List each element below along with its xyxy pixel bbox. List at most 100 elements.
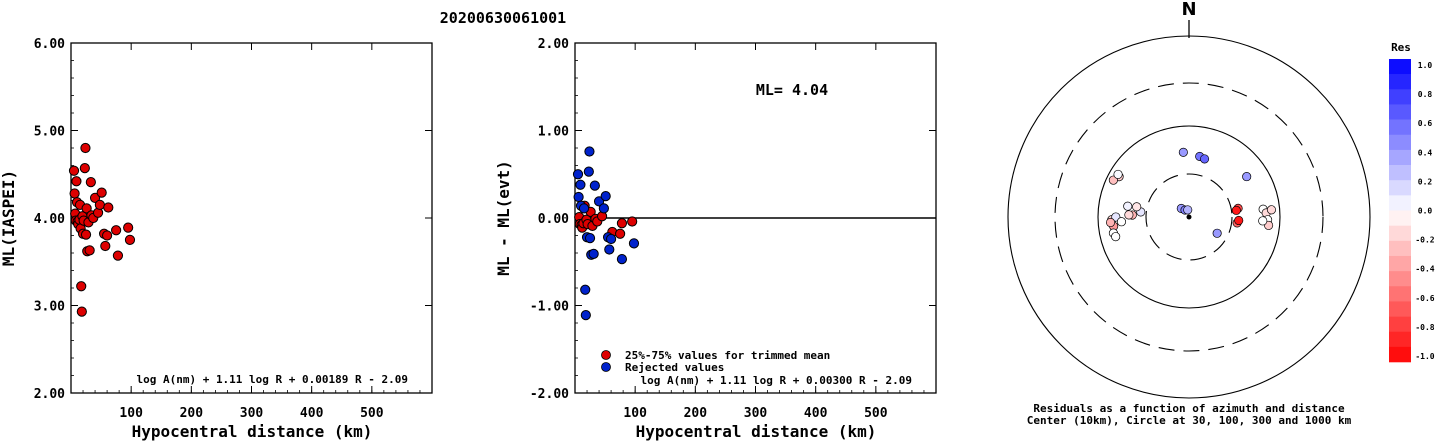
chart2-ml-annotation: ML= 4.04 — [756, 81, 828, 99]
colorbar-tick-label: -0.2 — [1415, 236, 1434, 245]
ml-station-point — [103, 202, 114, 213]
colorbar-cell — [1389, 104, 1411, 120]
colorbar-tick-label: 0.0 — [1418, 207, 1433, 216]
station-residual-marker — [1124, 210, 1134, 220]
ml-station-point — [76, 306, 87, 317]
chart2-legend: 25%-75% values for trimmed mean Rejected… — [601, 349, 830, 374]
colorbar-cell — [1389, 74, 1411, 90]
colorbar-cell — [1389, 255, 1411, 272]
chart2-y-tick-label: -2.00 — [530, 387, 569, 402]
station-residual-marker — [1132, 202, 1142, 212]
ml-station-point — [80, 229, 92, 240]
chart1-y-tick-label: 2.00 — [34, 387, 65, 402]
ml-station-point — [111, 225, 122, 236]
station-residual-marker — [1123, 201, 1133, 211]
colorbar-cell — [1389, 89, 1411, 105]
chart2-y-tick-label: 0.00 — [538, 212, 569, 227]
chart2-x-tick-label: 100 — [623, 406, 647, 421]
rejected-residual-point — [604, 244, 615, 255]
station-residual-marker — [1258, 216, 1268, 226]
colorbar-cell — [1389, 271, 1411, 287]
chart1-x-tick-label: 400 — [300, 406, 324, 421]
chart1-x-tick-label: 200 — [180, 406, 204, 421]
colorbar-tick-label: 0.2 — [1418, 177, 1433, 186]
rejected-residual-point — [584, 146, 595, 157]
chart1-x-tick-label: 100 — [119, 406, 143, 421]
station-residual-marker — [1212, 228, 1222, 238]
legend-label-rejected: Rejected values — [625, 361, 724, 374]
colorbar-tick-label: -0.6 — [1415, 294, 1434, 303]
colorbar-cell — [1389, 134, 1411, 151]
ml-station-point — [100, 240, 111, 252]
colorbar-cell — [1389, 316, 1411, 332]
epicenter-point — [1186, 214, 1192, 220]
ml-station-point — [80, 142, 91, 154]
figure-title: 20200630061001 — [440, 9, 566, 27]
ml-vs-distance-chart: 100 200 300 400 500 2.00 3.00 4.00 5.00 6.00 Hypo… — [0, 37, 433, 441]
station-residual-marker — [1200, 154, 1210, 164]
chart1-y-tick-label: 3.00 — [34, 300, 65, 315]
residual-vs-distance-chart: 100 200 300 400 500 -2.00 -1.00 0.00 1.00 2.00 ML… — [494, 37, 937, 441]
ml-station-point — [79, 163, 90, 174]
ml-station-point — [84, 245, 95, 256]
rejected-residual-point — [584, 233, 596, 244]
chart1-x-tick-label: 300 — [240, 406, 264, 421]
map-caption-line-1: Residuals as a function of azimuth and d… — [1033, 402, 1345, 415]
rejected-residual-point — [583, 166, 594, 177]
ml-station-point — [124, 234, 136, 245]
rejected-residual-point — [572, 169, 584, 180]
chart1-y-tick-label: 4.00 — [34, 212, 65, 227]
ml-station-point — [85, 177, 96, 188]
trimmed-mean-residual-point — [616, 218, 628, 229]
ml-station-point — [76, 281, 87, 292]
colorbar-tick-label: 0.4 — [1418, 148, 1433, 157]
colorbar-cell — [1389, 119, 1411, 136]
map-caption-line-2: Center (10km), Circle at 30, 100, 300 an… — [1027, 414, 1352, 427]
chart2-x-axis-label: Hypocentral distance (km) — [636, 422, 877, 441]
chart1-y-tick-label: 5.00 — [34, 125, 65, 140]
station-residual-marker — [1111, 232, 1121, 242]
colorbar-tick-label: -0.4 — [1415, 265, 1434, 274]
legend-swatch-rejected — [601, 362, 611, 372]
chart2-y-tick-label: 2.00 — [538, 37, 569, 52]
distance-ring-30km — [1145, 173, 1233, 261]
colorbar-cell — [1389, 165, 1411, 181]
ml-station-point — [112, 250, 124, 261]
chart2-x-tick-label: 200 — [684, 406, 708, 421]
station-residual-marker — [1183, 205, 1193, 215]
rejected-residual-point — [589, 180, 600, 191]
ml-station-point — [68, 165, 80, 176]
colorbar-title: Res — [1391, 41, 1411, 54]
ml-station-point — [89, 192, 101, 203]
station-residual-marker — [1242, 172, 1252, 182]
colorbar-tick-label: 0.6 — [1418, 119, 1433, 128]
rejected-residual-point — [598, 203, 609, 214]
station-residual-marker — [1178, 147, 1188, 157]
chart2-y-tick-label: -1.00 — [530, 300, 569, 315]
colorbar-tick-label: -0.8 — [1415, 323, 1434, 332]
ml-station-point — [69, 188, 80, 199]
chart2-x-tick-label: 300 — [744, 406, 768, 421]
colorbar-cell — [1389, 286, 1411, 302]
colorbar-cell — [1389, 301, 1411, 317]
rejected-residual-point — [578, 203, 590, 214]
station-residual-marker — [1105, 217, 1116, 228]
chart2-x-tick-label: 500 — [864, 406, 888, 421]
rejected-residual-point — [593, 196, 605, 207]
chart2-formula: log A(nm) + 1.11 log R + 0.00300 R - 2.0… — [640, 374, 912, 387]
chart2-x-tick-label: 400 — [804, 406, 828, 421]
ml-station-point — [94, 199, 105, 210]
trimmed-mean-residual-point — [615, 228, 626, 239]
rejected-residual-point — [628, 238, 640, 249]
chart1-y-axis-label: ML(IASPEI) — [0, 170, 18, 266]
station-residual-marker — [1266, 205, 1277, 215]
rejected-residual-point — [588, 248, 599, 259]
azimuth-residual-map: N Residuals as a function of azimuth and… — [1007, 0, 1371, 427]
chart1-y-tick-label: 6.00 — [34, 37, 65, 52]
rejected-residual-point — [616, 254, 628, 265]
colorbar-cell — [1389, 180, 1411, 196]
rejected-residual-point — [573, 191, 584, 203]
colorbar-cell — [1389, 59, 1411, 75]
ml-station-point — [81, 203, 92, 214]
